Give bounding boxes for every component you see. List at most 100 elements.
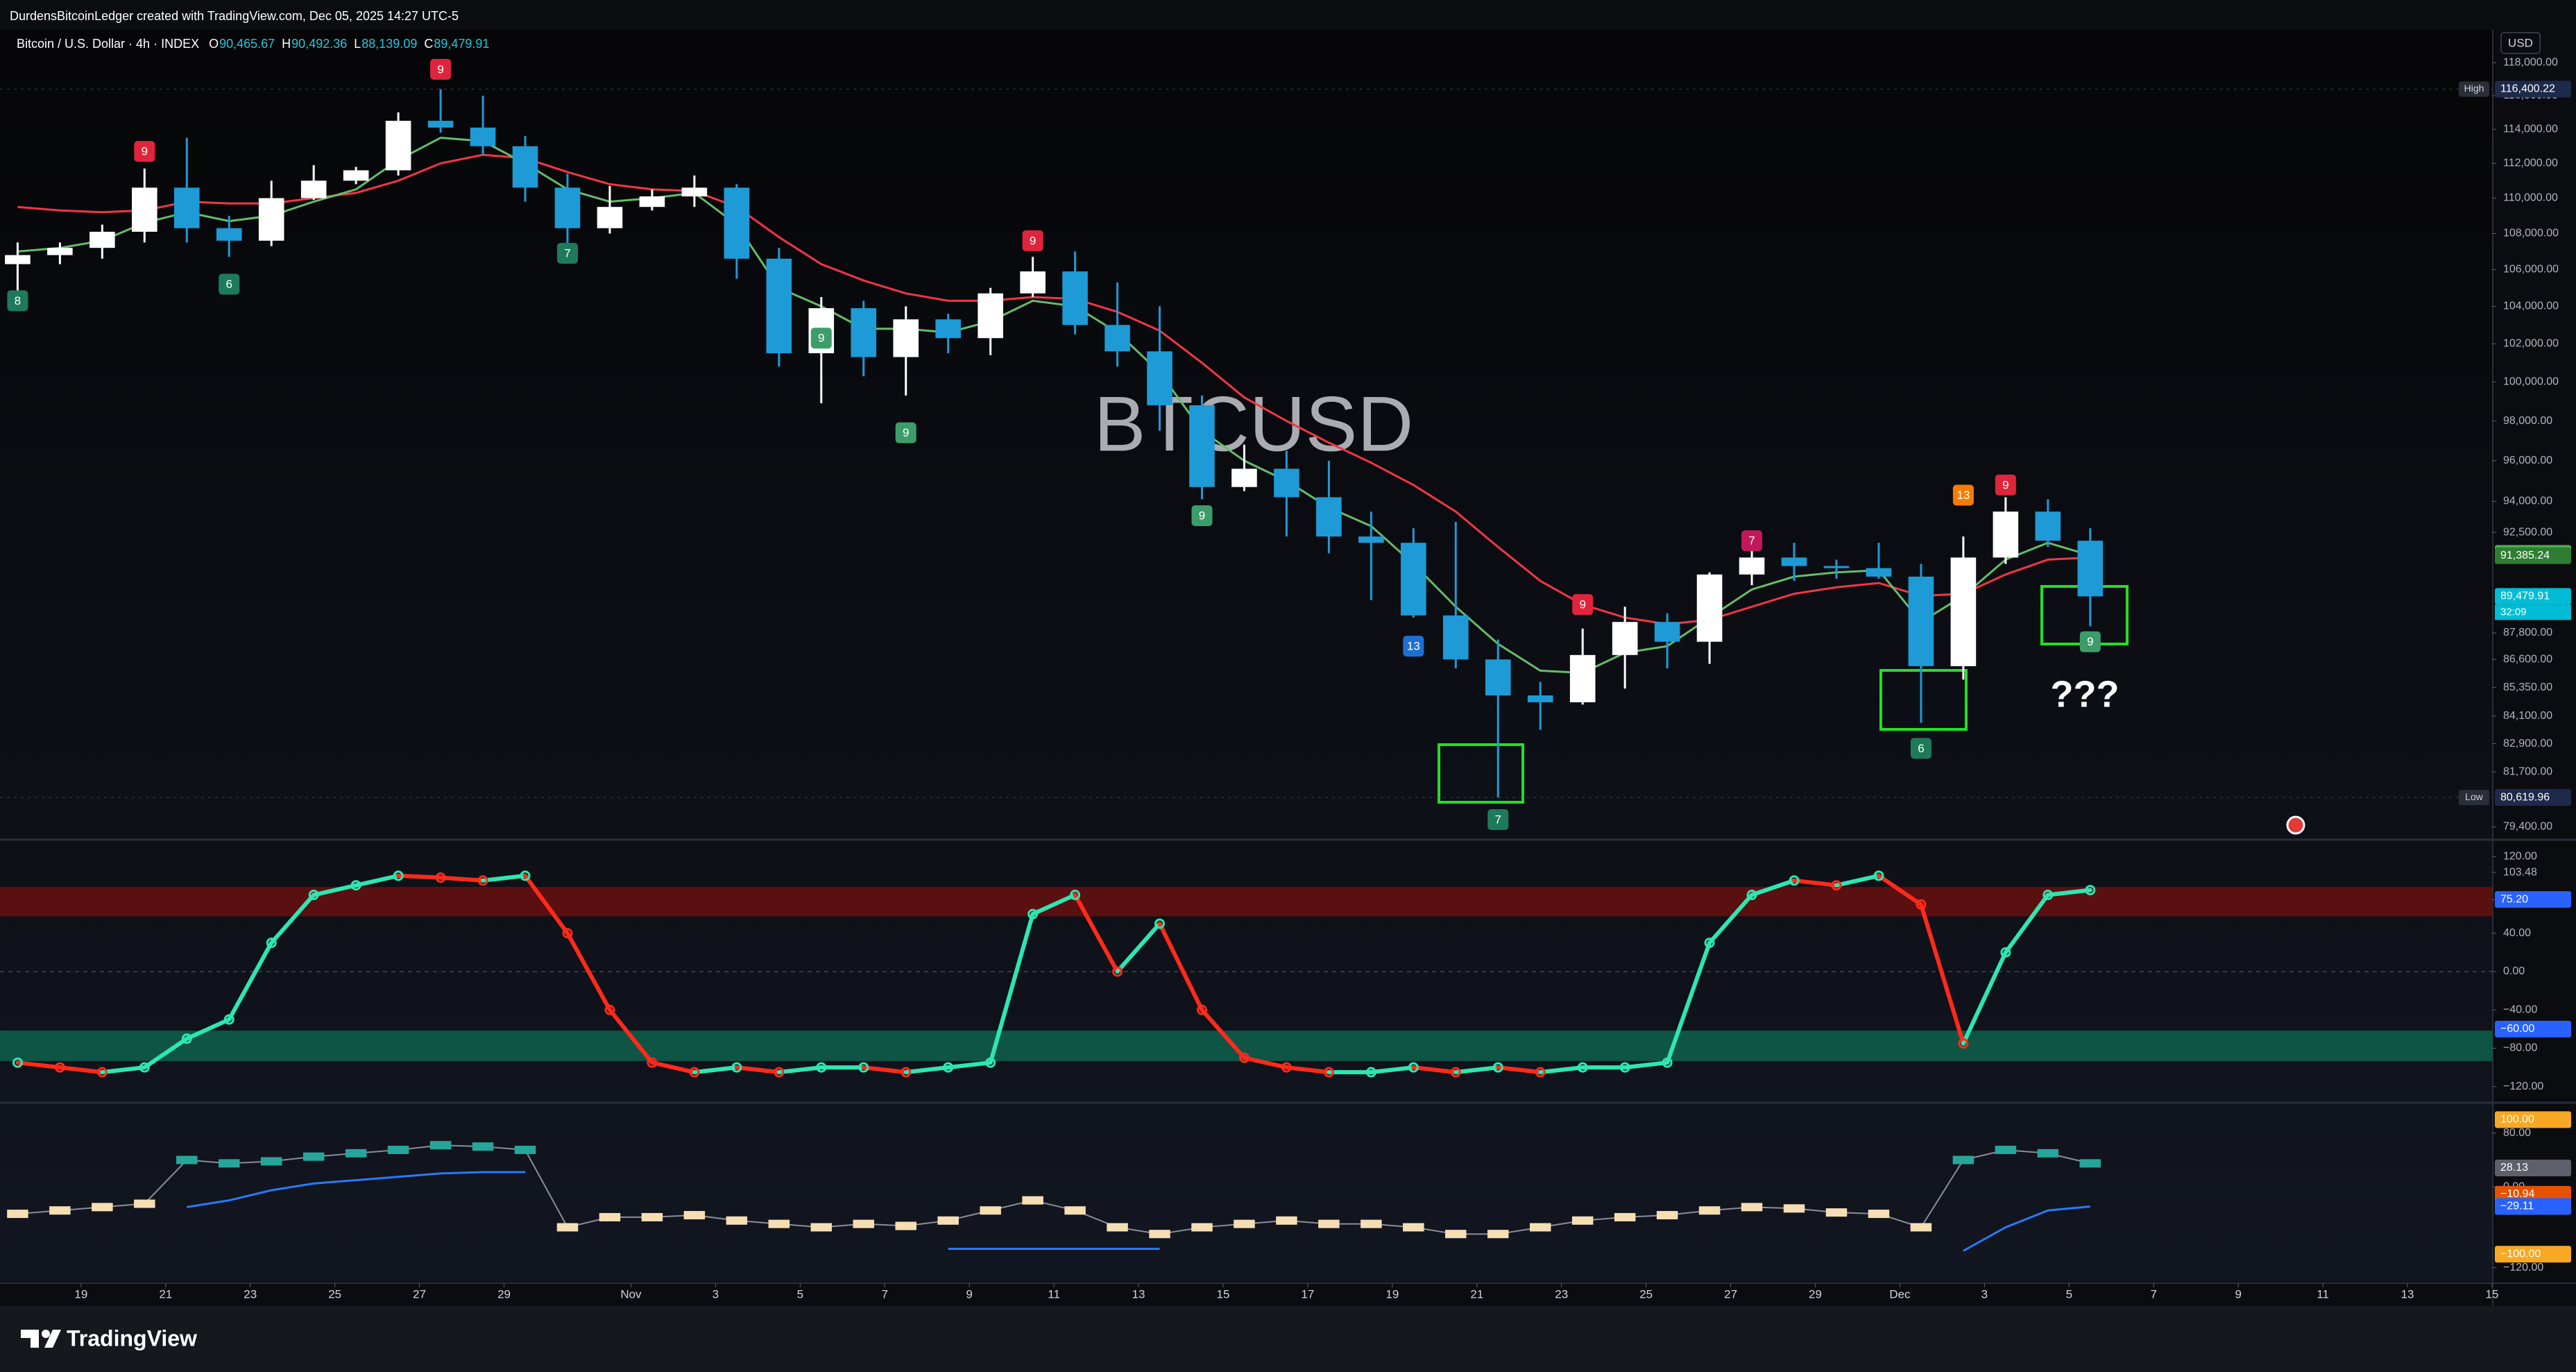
brand-logo[interactable]: TradingView xyxy=(21,1326,197,1350)
y-tick-label: 102,000.00 xyxy=(2503,338,2559,350)
y-tick-label: 104,000.00 xyxy=(2503,300,2559,312)
ohlc-value: 90,465.67 xyxy=(219,37,275,51)
momentum-bar xyxy=(768,1219,790,1228)
oscillator-segment xyxy=(1834,873,1881,888)
candle-body xyxy=(1104,325,1130,352)
oscillator-segment xyxy=(438,875,486,883)
x-tick-label: 21 xyxy=(159,1287,172,1301)
momentum-bar xyxy=(1952,1155,1974,1164)
sequence-label: 8 xyxy=(15,294,21,307)
oscillator-point xyxy=(350,880,361,891)
watermark: BTCUSD xyxy=(1094,381,1413,468)
momentum-tag-box xyxy=(2495,1111,2571,1128)
momentum-bar xyxy=(599,1212,621,1221)
sequence-label: 9 xyxy=(142,145,148,158)
momentum-tag-label: −10.94 xyxy=(2500,1188,2534,1200)
momentum-bar xyxy=(2079,1159,2101,1168)
momentum-bar xyxy=(472,1142,494,1151)
y-tick-label: 96,000.00 xyxy=(2503,455,2552,466)
candle-body xyxy=(2035,511,2061,541)
y-tick-label: 0.00 xyxy=(2503,965,2525,977)
momentum-bar xyxy=(1529,1223,1551,1232)
momentum-bar xyxy=(1741,1203,1763,1212)
oscillator-point xyxy=(1619,1062,1630,1073)
y-tick-label: 100,000.00 xyxy=(2503,376,2559,388)
momentum-tag-label: −29.11 xyxy=(2500,1201,2534,1212)
y-tick-label: −40.00 xyxy=(2503,1003,2537,1015)
momentum-bar xyxy=(1107,1223,1128,1232)
momentum-bar xyxy=(1276,1216,1297,1225)
x-tick-label: 19 xyxy=(1385,1287,1399,1301)
x-tick-label: 17 xyxy=(1301,1287,1314,1301)
y-tick-label: 82,900.00 xyxy=(2503,738,2552,749)
sequence-marker xyxy=(219,273,240,295)
brand[interactable]: TradingView xyxy=(67,1326,197,1350)
momentum-bar xyxy=(1487,1230,1509,1239)
currency-box[interactable] xyxy=(2500,32,2541,54)
sequence-label: 6 xyxy=(226,278,232,291)
oscillator-point xyxy=(139,1062,150,1073)
sequence-label: 9 xyxy=(1579,598,1585,611)
price-tag-box xyxy=(2495,547,2571,564)
candle-body xyxy=(132,187,157,232)
candle-body xyxy=(554,187,581,228)
oscillator-segment xyxy=(58,1065,105,1075)
candle-body xyxy=(978,293,1003,339)
oscillator-point xyxy=(1662,1057,1673,1068)
y-tick-label: 80.00 xyxy=(2503,1127,2531,1139)
momentum-bar xyxy=(1868,1210,1890,1219)
x-tick-label: 29 xyxy=(1809,1287,1822,1301)
oscillator-segment xyxy=(185,1017,232,1041)
oscillator-point xyxy=(1704,938,1715,949)
countdown: 32:09 xyxy=(2500,606,2527,618)
oscillator-point xyxy=(1873,870,1884,881)
sequence-label: 9 xyxy=(437,62,443,76)
oscillator-segment xyxy=(734,1065,781,1075)
sequence-label: 9 xyxy=(903,426,909,439)
oscillator-segment xyxy=(2003,892,2050,955)
candle-body xyxy=(1358,536,1384,543)
candle-body xyxy=(258,198,284,241)
y-tick-label: 86,600.00 xyxy=(2503,653,2552,665)
momentum-bar xyxy=(302,1152,325,1161)
oscillator-point xyxy=(1408,1062,1419,1073)
sequence-marker xyxy=(1910,738,1931,759)
oscillator-segment xyxy=(354,873,401,888)
ohlc-key: O xyxy=(209,37,219,51)
candle-body xyxy=(216,228,242,241)
oscillator-segment xyxy=(1369,1065,1416,1075)
candle-body xyxy=(1062,271,1088,325)
highlight-box xyxy=(1438,743,1524,804)
logo-icon[interactable] xyxy=(21,1330,61,1348)
logo-dot[interactable] xyxy=(42,1330,50,1338)
momentum-bar xyxy=(1022,1196,1043,1205)
sequence-marker xyxy=(1952,484,1974,506)
x-tick-label: 21 xyxy=(1470,1287,1483,1301)
extreme-tag: High xyxy=(2464,83,2484,94)
candle-body xyxy=(343,170,369,181)
candle-body xyxy=(1654,622,1680,642)
momentum-tag-label: −100.00 xyxy=(2500,1248,2541,1260)
sequence-label: 7 xyxy=(564,246,570,260)
candle-body xyxy=(470,127,496,146)
oscillator-point xyxy=(1450,1067,1461,1078)
sequence-marker xyxy=(895,422,916,443)
momentum-bar xyxy=(7,1210,28,1219)
x-tick-label: 23 xyxy=(244,1287,257,1301)
plot-background xyxy=(0,30,2492,1282)
oscillator-segment xyxy=(1750,878,1797,897)
oscillator-point xyxy=(1535,1067,1546,1078)
oscillator-point xyxy=(96,1067,108,1078)
band xyxy=(0,1031,2493,1061)
x-tick-label: 9 xyxy=(2235,1287,2241,1301)
candle-body xyxy=(681,187,708,196)
band xyxy=(0,886,2493,917)
oscillator-point xyxy=(901,1067,912,1078)
currency[interactable]: USD xyxy=(2508,36,2533,49)
event-icon[interactable] xyxy=(2286,815,2305,835)
momentum-bar xyxy=(1910,1223,1932,1232)
oscillator-point xyxy=(985,1057,996,1068)
oscillator-segment xyxy=(1792,878,1839,888)
candle-body xyxy=(512,146,538,188)
oscillator-point xyxy=(1831,880,1842,891)
